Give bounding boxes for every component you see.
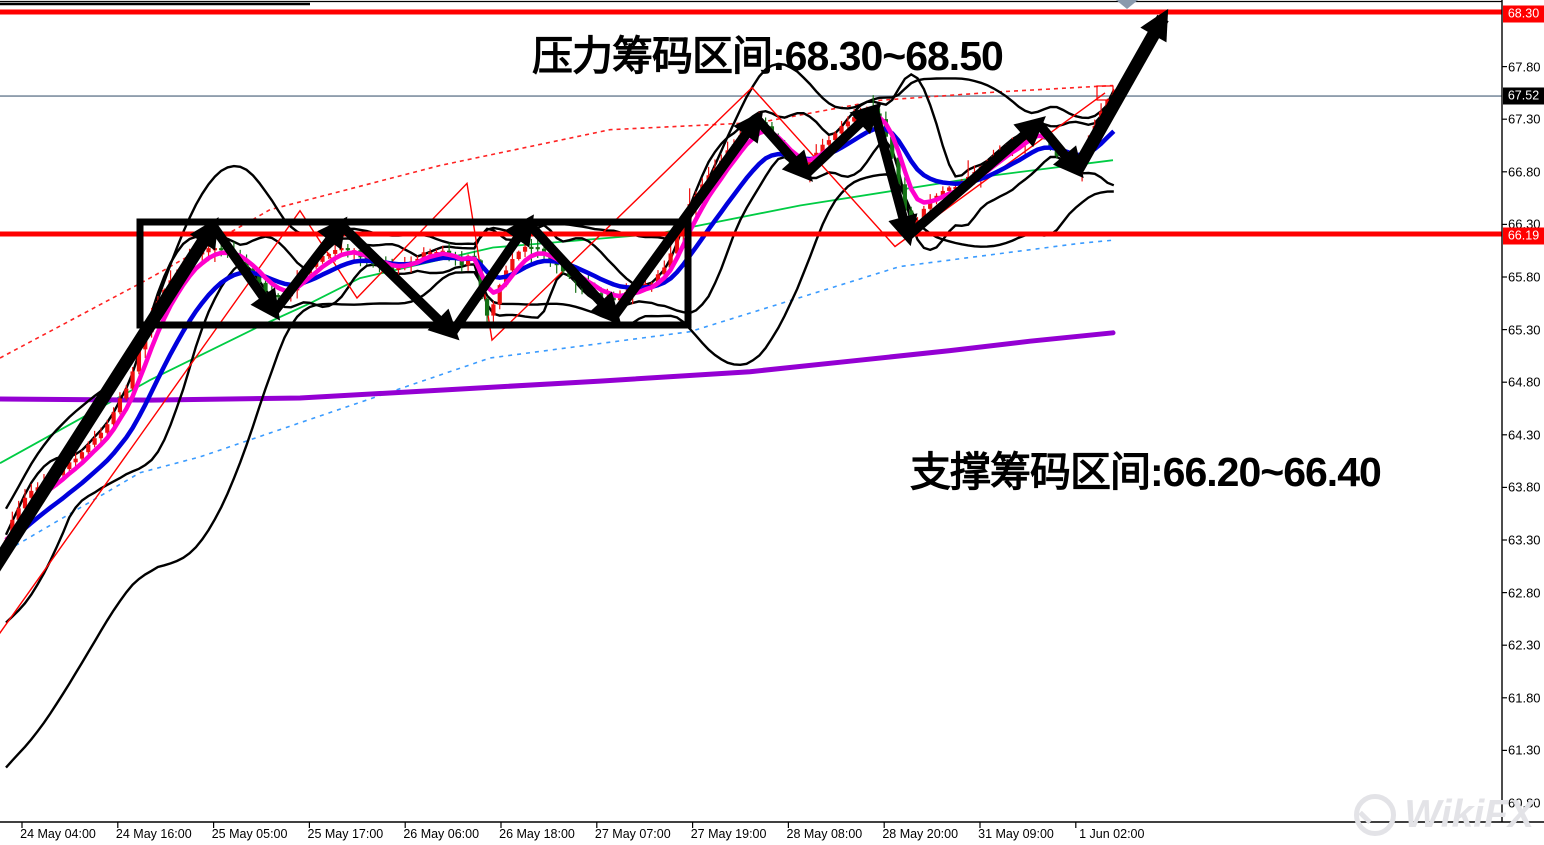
- time-tick-label: 31 May 09:00: [978, 827, 1054, 841]
- time-tick-label: 27 May 19:00: [690, 827, 767, 841]
- price-tick-label: 65.80: [1508, 269, 1541, 285]
- watermark: WikiFX: [1354, 793, 1534, 837]
- time-tick-label: 26 May 18:00: [499, 827, 575, 841]
- resistance-annotation: 压力筹码区间:68.30~68.50: [532, 33, 1004, 79]
- upper-channel-line: [0, 84, 1114, 359]
- time-tick-label: 27 May 07:00: [594, 827, 671, 841]
- price-marker-67.52: 67.52: [1503, 87, 1544, 105]
- price-tick-label: 67.80: [1508, 59, 1541, 75]
- long-ma-line: [0, 330, 1116, 403]
- time-tick-label: 28 May 08:00: [786, 827, 863, 841]
- price-tick-label: 64.80: [1508, 374, 1541, 390]
- price-tick-label: 61.30: [1508, 742, 1541, 758]
- trend-arrows: [0, 8, 1169, 572]
- time-tick-label: 25 May 17:00: [307, 827, 384, 841]
- plot-area: [0, 0, 1502, 769]
- watermark-text: WikiFX: [1404, 793, 1534, 836]
- consolidation-box: [136, 218, 692, 329]
- price-tick-label: 64.30: [1508, 427, 1541, 443]
- price-tick-label: 67.30: [1508, 111, 1541, 127]
- time-tick-label: 28 May 20:00: [882, 827, 959, 841]
- price-tick-label: 65.30: [1508, 322, 1541, 338]
- time-tick-label: 24 May 04:00: [20, 827, 96, 841]
- time-tick-label: 1 Jun 02:00: [1079, 827, 1145, 841]
- arrow-target-marker-icon: [1116, 0, 1138, 9]
- price-marker-66.19: 66.19: [1503, 227, 1544, 245]
- time-tick-label: 26 May 06:00: [403, 827, 480, 841]
- price-tick-label: 62.80: [1508, 585, 1541, 601]
- price-tick-label: 66.80: [1508, 164, 1541, 180]
- support-annotation: 支撑筹码区间:66.20~66.40: [910, 449, 1382, 495]
- price-marker-68.30: 68.30: [1503, 5, 1544, 23]
- lower-channel-line: [0, 239, 1114, 556]
- price-flag: [1096, 85, 1114, 101]
- price-tick-label: 63.30: [1508, 532, 1541, 548]
- wikifx-logo-icon: [1354, 794, 1397, 836]
- price-tick-label: 60.80: [1508, 795, 1541, 811]
- price-tick-label: 61.80: [1508, 690, 1541, 706]
- time-tick-label: 25 May 05:00: [211, 827, 288, 841]
- price-tick-label: 63.80: [1508, 479, 1541, 495]
- price-tick-label: 62.30: [1508, 637, 1541, 653]
- time-tick-label: 24 May 16:00: [115, 827, 192, 841]
